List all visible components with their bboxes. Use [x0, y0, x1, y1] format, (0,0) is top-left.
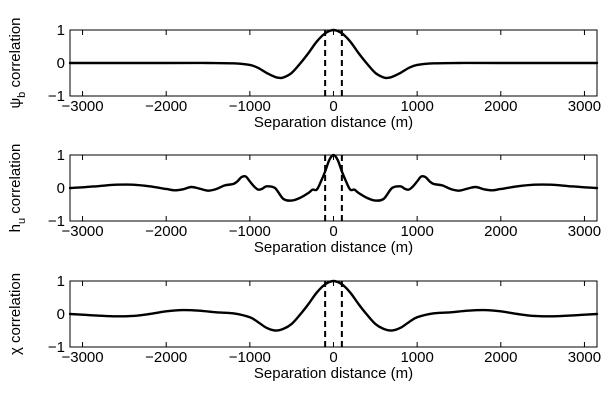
panel-3-ytick-label-0: −1	[48, 339, 65, 356]
panel-3: −3000 −2000 −1000 0 1000 2000 3000 −1 0 1 Separati…	[7, 273, 601, 382]
panel-2-series-line-0	[68, 153, 599, 202]
panel-3-ytick-label-1: 0	[57, 306, 65, 323]
panel-2-ylabel-subscript: u	[16, 218, 28, 224]
panel-2-xtick-label-6: 3000	[568, 223, 601, 240]
panel-1-xlabel: Separation distance (m)	[254, 114, 413, 131]
panel-2-xtick-label-5: 2000	[484, 223, 517, 240]
panel-3-ylabel-text: correlation	[7, 273, 24, 347]
panel-2-ytick-label-2: 1	[57, 147, 65, 164]
panel-1-ytick-label-1: 0	[57, 55, 65, 72]
panel-1-ylabel: ψb correlation	[7, 17, 28, 108]
panel-1-ylabel-text: correlation	[7, 17, 24, 91]
panel-3-xtick-label-3: 0	[329, 349, 337, 366]
panel-1-xtick-label-2: −1000	[229, 98, 271, 115]
panel-3-xtick-label-5: 2000	[484, 349, 517, 366]
panel-2: −3000 −2000 −1000 0 1000 2000 3000 −1 0 1 Separati…	[7, 144, 601, 256]
panel-1-ylabel-subscript: b	[16, 92, 28, 98]
panel-3-xtick-label-2: −1000	[229, 349, 271, 366]
panel-1-ytick-label-2: 1	[57, 22, 65, 39]
panel-2-ylabel: hu correlation	[7, 144, 28, 233]
panel-3-xlabel: Separation distance (m)	[254, 365, 413, 382]
panel-1-xtick-label-0: −3000	[61, 98, 103, 115]
panel-2-ytick-label-0: −1	[48, 213, 65, 230]
panel-1-series-line-0	[68, 28, 599, 80]
panel-1-xtick-label-1: −2000	[145, 98, 187, 115]
panel-1-xtick-label-5: 2000	[484, 98, 517, 115]
panel-2-xtick-label-1: −2000	[145, 223, 187, 240]
panel-3-series-line-0	[68, 279, 599, 332]
panel-2-xtick-label-0: −3000	[61, 223, 103, 240]
panel-1-xtick-label-6: 3000	[568, 98, 601, 115]
panel-2-xtick-label-4: 1000	[400, 223, 433, 240]
panel-1: −3000 −2000 −1000 0 1000 2000 3000 −1 0 1 Separati…	[7, 17, 601, 131]
panel-2-ytick-label-1: 0	[57, 180, 65, 197]
panel-3-xtick-label-6: 3000	[568, 349, 601, 366]
panel-3-ylabel: χ correlation	[7, 273, 24, 355]
panel-2-xlabel: Separation distance (m)	[254, 239, 413, 256]
panel-2-ylabel-text: correlation	[7, 144, 24, 218]
panel-2-ylabel-symbol: h	[7, 224, 24, 232]
panel-1-xtick-label-4: 1000	[400, 98, 433, 115]
panel-3-ytick-label-2: 1	[57, 273, 65, 290]
panel-2-xtick-label-2: −1000	[229, 223, 271, 240]
panel-3-xtick-label-0: −3000	[61, 349, 103, 366]
panel-3-ylabel-symbol: χ	[7, 347, 24, 355]
panel-1-xtick-label-3: 0	[329, 98, 337, 115]
panel-3-xtick-label-1: −2000	[145, 349, 187, 366]
panel-2-xtick-label-3: 0	[329, 223, 337, 240]
panel-2-axes-box	[69, 154, 598, 222]
panel-3-xtick-label-4: 1000	[400, 349, 433, 366]
panel-1-ylabel-symbol: ψ	[7, 98, 24, 109]
panel-1-ytick-label-0: −1	[48, 88, 65, 105]
